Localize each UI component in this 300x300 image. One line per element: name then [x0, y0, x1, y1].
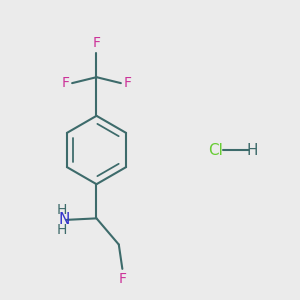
Text: Cl: Cl: [208, 142, 223, 158]
Text: F: F: [92, 36, 101, 50]
Text: H: H: [56, 203, 67, 217]
Text: H: H: [247, 142, 258, 158]
Text: F: F: [118, 272, 126, 286]
Text: F: F: [123, 76, 131, 90]
Text: F: F: [62, 76, 70, 90]
Text: N: N: [58, 212, 70, 227]
Text: H: H: [56, 223, 67, 237]
